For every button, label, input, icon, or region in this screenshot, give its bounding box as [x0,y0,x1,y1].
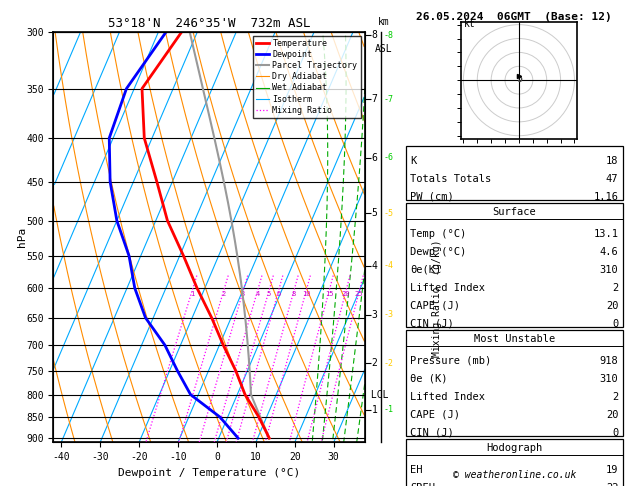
Text: Hodograph: Hodograph [486,443,542,452]
Text: PW (cm): PW (cm) [410,191,454,202]
Text: 4: 4 [255,291,260,297]
Text: Pressure (mb): Pressure (mb) [410,356,491,365]
X-axis label: Dewpoint / Temperature (°C): Dewpoint / Temperature (°C) [118,468,300,478]
Text: 18: 18 [606,156,618,166]
Text: Most Unstable: Most Unstable [474,333,555,344]
Title: 53°18'N  246°35'W  732m ASL: 53°18'N 246°35'W 732m ASL [108,17,310,31]
Text: Surface: Surface [493,207,536,217]
Text: 19: 19 [606,465,618,475]
Text: hPa: hPa [18,227,27,247]
Text: θe (K): θe (K) [410,374,448,383]
Text: Dewp (°C): Dewp (°C) [410,246,466,257]
Text: -4: -4 [384,261,394,270]
Text: ASL: ASL [375,44,392,54]
Text: Totals Totals: Totals Totals [410,174,491,184]
Text: kt: kt [464,19,475,30]
Text: © weatheronline.co.uk: © weatheronline.co.uk [452,470,576,480]
Text: SREH: SREH [410,483,435,486]
Text: K: K [410,156,416,166]
Text: 2: 2 [221,291,226,297]
Text: 4: 4 [372,261,377,271]
Text: 3: 3 [372,310,377,320]
Text: Lifted Index: Lifted Index [410,392,485,401]
Text: 2: 2 [612,282,618,293]
Text: CAPE (J): CAPE (J) [410,300,460,311]
Text: -2: -2 [384,359,394,368]
Text: 5: 5 [267,291,271,297]
Text: 8: 8 [372,30,377,40]
Text: 2: 2 [612,392,618,401]
Text: CIN (J): CIN (J) [410,318,454,329]
Text: Temp (°C): Temp (°C) [410,228,466,239]
Text: 310: 310 [599,264,618,275]
Text: 25: 25 [355,291,364,297]
Text: 0: 0 [612,428,618,437]
Text: 6: 6 [276,291,281,297]
Text: 20: 20 [606,300,618,311]
Text: Lifted Index: Lifted Index [410,282,485,293]
Text: 10: 10 [302,291,310,297]
Text: -7: -7 [384,95,394,104]
Text: 918: 918 [599,356,618,365]
Text: CAPE (J): CAPE (J) [410,410,460,419]
Text: 1: 1 [372,404,377,415]
Text: -5: -5 [384,208,394,218]
Text: 310: 310 [599,374,618,383]
Text: 1.16: 1.16 [593,191,618,202]
Text: 20: 20 [342,291,350,297]
Text: 8: 8 [292,291,296,297]
Text: EH: EH [410,465,423,475]
Text: 6: 6 [372,153,377,163]
Text: 20: 20 [606,410,618,419]
Text: CIN (J): CIN (J) [410,428,454,437]
Text: 22: 22 [606,483,618,486]
Text: 3: 3 [241,291,245,297]
Legend: Temperature, Dewpoint, Parcel Trajectory, Dry Adiabat, Wet Adiabat, Isotherm, Mi: Temperature, Dewpoint, Parcel Trajectory… [253,36,360,118]
Text: 26.05.2024  06GMT  (Base: 12): 26.05.2024 06GMT (Base: 12) [416,12,612,22]
Text: 0: 0 [612,318,618,329]
Text: -8: -8 [384,31,394,40]
Text: 15: 15 [325,291,333,297]
Text: -6: -6 [384,154,394,162]
Text: -3: -3 [384,311,394,319]
Text: 13.1: 13.1 [593,228,618,239]
Text: -1: -1 [384,405,394,414]
Text: 47: 47 [606,174,618,184]
Text: LCL: LCL [365,390,388,399]
Text: 7: 7 [372,94,377,104]
Text: Mixing Ratio  (g/kg): Mixing Ratio (g/kg) [432,240,442,357]
Text: km: km [377,17,389,28]
Text: 4.6: 4.6 [599,246,618,257]
Text: θe(K): θe(K) [410,264,442,275]
Text: 2: 2 [372,358,377,368]
Text: 1: 1 [190,291,194,297]
Text: 5: 5 [372,208,377,218]
